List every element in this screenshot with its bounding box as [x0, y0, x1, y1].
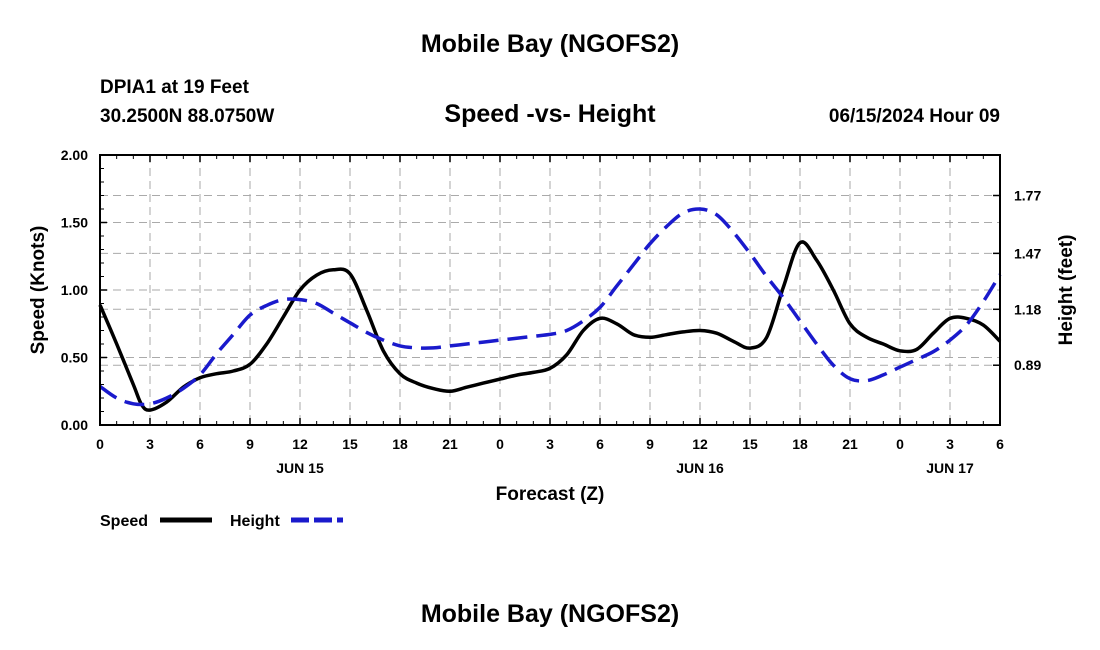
legend-height-label: Height: [230, 513, 280, 530]
x-tick-label: 6: [196, 436, 204, 452]
station-label: DPIA1 at 19 Feet: [100, 77, 249, 98]
x-tick-label: 21: [442, 436, 458, 452]
legend: Speed Height: [100, 513, 343, 530]
x-tick-label: 0: [96, 436, 104, 452]
y-tick-label: 1.00: [61, 282, 88, 298]
x-tick-label: 18: [792, 436, 808, 452]
y2-tick-label: 1.18: [1014, 301, 1041, 317]
x-tick-label: 21: [842, 436, 858, 452]
y-tick-label: 2.00: [61, 147, 88, 163]
x-tick-label: 3: [946, 436, 954, 452]
x-tick-label: 0: [896, 436, 904, 452]
x-tick-label: 12: [292, 436, 308, 452]
series-line-speed: [98, 240, 1002, 412]
date-label: JUN 15: [276, 460, 324, 476]
grid-lines: [100, 155, 1000, 425]
x-tick-label: 15: [342, 436, 358, 452]
x-tick-label: 12: [692, 436, 708, 452]
main-title: Mobile Bay (NGOFS2): [420, 30, 680, 58]
date-label: JUN 17: [926, 460, 974, 476]
x-tick-label: 15: [742, 436, 758, 452]
x-tick-label: 6: [596, 436, 604, 452]
x-tick-label: 6: [996, 436, 1004, 452]
x-axis-title: Forecast (Z): [496, 484, 605, 505]
date-label: JUN 16: [676, 460, 724, 476]
x-tick-label: 9: [246, 436, 254, 452]
y2-tick-label: 1.47: [1014, 245, 1041, 261]
x-tick-label: 3: [546, 436, 554, 452]
y2-tick-label: 0.89: [1014, 357, 1041, 373]
coordinates-label: 30.2500N 88.0750W: [100, 106, 275, 127]
x-tick-label: 9: [646, 436, 654, 452]
y2-axis-title: Height (feet): [1056, 235, 1077, 346]
forecast-datetime: 06/15/2024 Hour 09: [828, 106, 1000, 127]
series-lines: [98, 207, 1002, 412]
axis-ticks: [99, 154, 1001, 426]
chart-subtitle: Speed -vs- Height: [444, 100, 656, 128]
series-line-height: [98, 207, 1002, 407]
x-tick-label: 0: [496, 436, 504, 452]
y2-tick-label: 1.77: [1014, 188, 1041, 204]
x-tick-label: 18: [392, 436, 408, 452]
legend-speed-label: Speed: [100, 513, 148, 530]
y-axis-title: Speed (Knots): [28, 226, 49, 355]
axis-labels: 0 3 6 9 12 15 18 21 0 3 6 9 12 15 18 21 0 3 6 JUN 15 JUN 16 J…: [61, 147, 1042, 476]
y-tick-label: 0.00: [61, 417, 88, 433]
x-tick-label: 3: [146, 436, 154, 452]
y-tick-label: 1.50: [61, 215, 88, 231]
footer-title: Mobile Bay (NGOFS2): [420, 600, 680, 628]
y-tick-label: 0.50: [61, 350, 88, 366]
